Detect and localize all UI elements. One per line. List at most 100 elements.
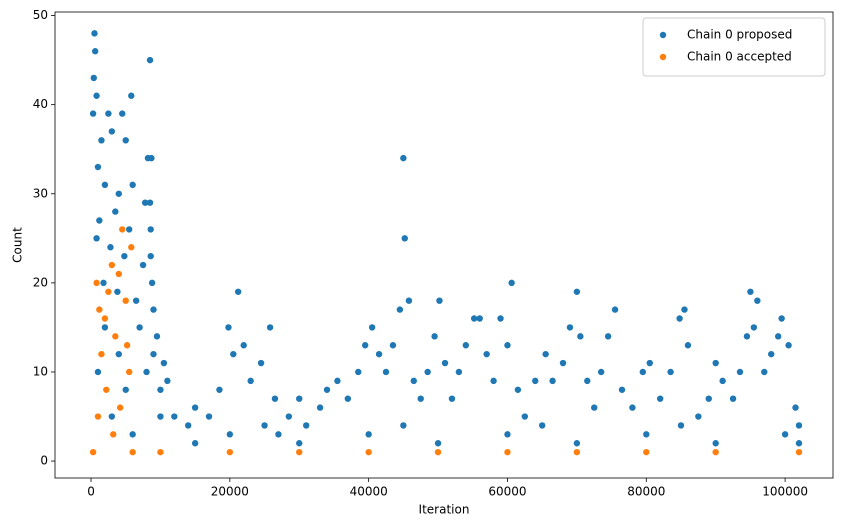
point: [643, 448, 650, 456]
point: [538, 422, 546, 429]
point: [98, 350, 105, 358]
point: [146, 199, 154, 206]
point: [774, 333, 782, 340]
point: [296, 440, 303, 447]
x-tick-label: 100000: [762, 485, 808, 499]
point: [125, 226, 133, 233]
point: [115, 350, 122, 358]
point: [476, 315, 483, 322]
point: [129, 448, 136, 456]
point: [684, 342, 692, 349]
point: [676, 315, 683, 322]
point: [240, 342, 247, 349]
point: [410, 377, 417, 385]
point: [296, 448, 303, 456]
point: [417, 395, 424, 402]
x-tick-label: 40000: [350, 485, 388, 499]
point: [216, 386, 223, 393]
point: [470, 315, 478, 322]
point: [747, 288, 754, 295]
point: [497, 315, 504, 322]
point: [532, 377, 539, 385]
point: [108, 128, 116, 135]
point: [667, 368, 674, 376]
point: [382, 368, 390, 376]
point: [271, 395, 279, 402]
point: [296, 395, 303, 402]
point: [226, 448, 234, 456]
point: [146, 56, 154, 64]
point: [128, 244, 135, 251]
point: [119, 226, 126, 233]
point: [785, 342, 792, 349]
point: [107, 244, 114, 251]
point: [542, 350, 549, 358]
x-tick-label: 20000: [211, 485, 249, 499]
point: [365, 448, 372, 456]
point: [795, 448, 803, 456]
point: [91, 30, 98, 37]
point: [514, 386, 522, 393]
point: [405, 297, 413, 304]
point: [234, 288, 242, 295]
point: [257, 359, 265, 367]
point: [247, 377, 254, 385]
point: [629, 404, 636, 411]
point: [597, 368, 605, 376]
point: [103, 386, 110, 393]
point: [400, 154, 407, 162]
y-tick-label: 0: [40, 454, 48, 468]
legend-box: [642, 17, 826, 77]
point: [148, 154, 155, 162]
point: [566, 324, 574, 331]
point: [266, 324, 274, 331]
point: [646, 359, 653, 367]
point: [577, 333, 584, 340]
plot-frame: [54, 11, 834, 479]
point: [98, 137, 105, 144]
point: [147, 226, 154, 233]
point: [559, 359, 567, 367]
point: [150, 306, 157, 313]
point: [549, 377, 556, 385]
point: [323, 386, 331, 393]
point: [712, 440, 719, 447]
y-tick-label: 20: [33, 275, 48, 289]
point: [119, 110, 126, 117]
point: [94, 413, 102, 420]
point: [157, 386, 164, 393]
point: [101, 181, 109, 189]
point: [108, 261, 116, 269]
point: [122, 297, 129, 304]
point: [90, 74, 97, 82]
point: [719, 377, 726, 385]
point: [121, 252, 128, 260]
point: [136, 324, 143, 331]
point: [795, 440, 803, 447]
point: [96, 306, 103, 313]
point: [434, 440, 442, 447]
point: [508, 279, 515, 287]
point: [781, 431, 789, 438]
point: [105, 288, 112, 295]
point: [93, 92, 100, 99]
y-tick-label: 40: [33, 97, 48, 111]
x-tick-label: 60000: [488, 485, 526, 499]
point: [573, 448, 581, 456]
point: [778, 315, 785, 322]
y-axis-label: Count: [11, 227, 25, 263]
point: [261, 422, 268, 429]
point: [643, 431, 650, 438]
point: [147, 252, 154, 260]
point: [89, 110, 97, 117]
point: [191, 440, 199, 447]
legend-marker: [659, 53, 667, 61]
point: [112, 208, 119, 215]
point: [150, 350, 157, 358]
point: [712, 448, 719, 456]
point: [153, 333, 161, 340]
point: [89, 448, 97, 456]
point: [116, 404, 124, 411]
point: [792, 404, 799, 411]
point: [302, 422, 310, 429]
